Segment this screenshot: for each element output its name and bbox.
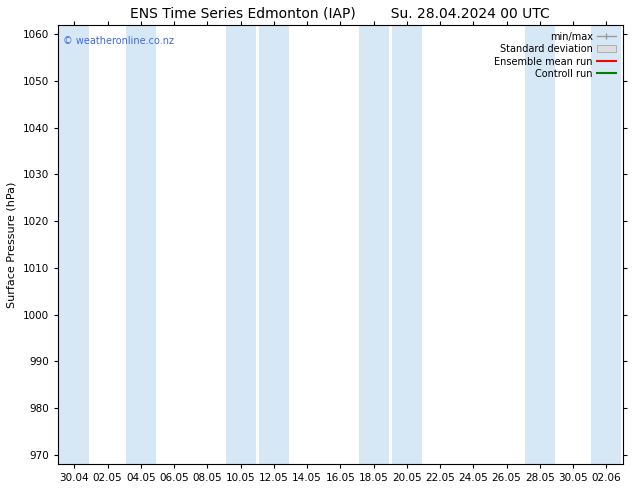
Title: ENS Time Series Edmonton (IAP)        Su. 28.04.2024 00 UTC: ENS Time Series Edmonton (IAP) Su. 28.04…	[131, 7, 550, 21]
Bar	[259, 25, 289, 464]
Legend: min/max, Standard deviation, Ensemble mean run, Controll run: min/max, Standard deviation, Ensemble me…	[493, 30, 618, 81]
Bar	[592, 25, 621, 464]
Bar	[359, 25, 389, 464]
Y-axis label: Surface Pressure (hPa): Surface Pressure (hPa)	[7, 181, 17, 308]
Bar	[60, 25, 89, 464]
Text: © weatheronline.co.nz: © weatheronline.co.nz	[63, 36, 174, 46]
Bar	[126, 25, 156, 464]
Bar	[226, 25, 256, 464]
Bar	[392, 25, 422, 464]
Bar	[525, 25, 555, 464]
